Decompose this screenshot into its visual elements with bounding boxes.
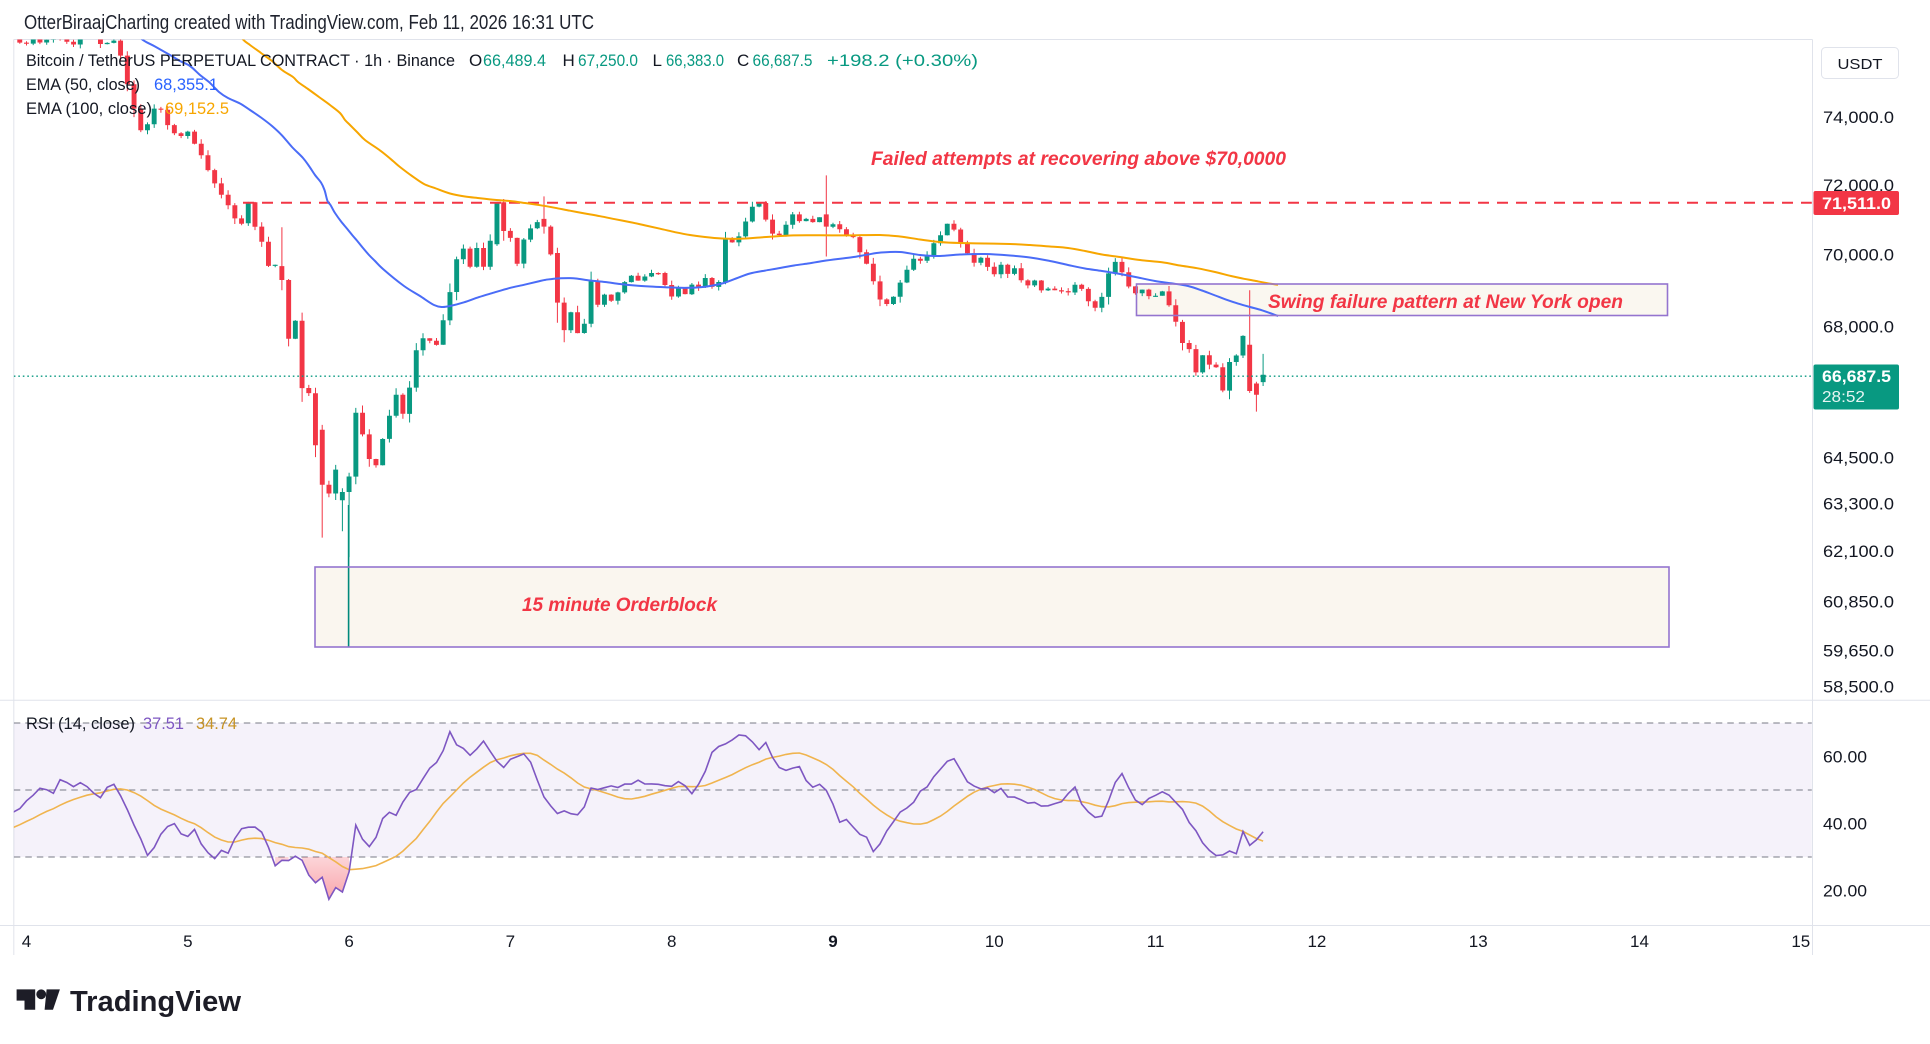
svg-text:60.00: 60.00	[1823, 748, 1867, 767]
svg-text:62,100.0: 62,100.0	[1823, 542, 1894, 561]
svg-text:11: 11	[1147, 932, 1165, 951]
svg-text:74,000.0: 74,000.0	[1823, 108, 1894, 127]
svg-text:64,500.0: 64,500.0	[1823, 448, 1894, 467]
svg-text:69,152.5: 69,152.5	[165, 99, 229, 118]
svg-text:63,300.0: 63,300.0	[1823, 495, 1894, 514]
svg-text:7: 7	[506, 932, 515, 951]
svg-text:37.51: 37.51	[143, 714, 184, 733]
svg-text:66,687.5: 66,687.5	[1822, 367, 1891, 386]
svg-text:14: 14	[1630, 932, 1649, 951]
svg-text:68,000.0: 68,000.0	[1823, 318, 1894, 337]
svg-text:58,500.0: 58,500.0	[1823, 678, 1894, 697]
svg-text:8: 8	[667, 932, 676, 951]
svg-text:72,000.0: 72,000.0	[1823, 176, 1894, 195]
svg-text:70,000.0: 70,000.0	[1823, 246, 1894, 265]
svg-text:RSI (14, close): RSI (14, close)	[26, 714, 135, 733]
svg-text:6: 6	[344, 932, 353, 951]
svg-text:10: 10	[985, 932, 1004, 951]
svg-text:9: 9	[828, 932, 837, 951]
svg-text:20.00: 20.00	[1823, 882, 1867, 901]
svg-text:13: 13	[1469, 932, 1488, 951]
svg-text:Bitcoin / TetherUS PERPETUAL C: Bitcoin / TetherUS PERPETUAL CONTRACT · …	[26, 51, 455, 70]
svg-text:USDT: USDT	[1838, 56, 1883, 73]
svg-text:OtterBiraajCharting created wi: OtterBiraajCharting created with Trading…	[24, 12, 594, 34]
svg-text:12: 12	[1307, 932, 1326, 951]
svg-text:34.74: 34.74	[196, 714, 237, 733]
svg-text:40.00: 40.00	[1823, 815, 1867, 834]
svg-text:4: 4	[22, 932, 31, 951]
svg-text:15: 15	[1791, 932, 1810, 951]
svg-text:15 minute Orderblock: 15 minute Orderblock	[522, 595, 718, 616]
svg-text:TradingView: TradingView	[70, 986, 241, 1018]
svg-text:Swing failure pattern at New Y: Swing failure pattern at New York open	[1268, 292, 1623, 313]
svg-text:28:52: 28:52	[1822, 389, 1865, 406]
svg-text:5: 5	[183, 932, 192, 951]
svg-text:59,650.0: 59,650.0	[1823, 642, 1894, 661]
svg-text:60,850.0: 60,850.0	[1823, 592, 1894, 611]
svg-text:Failed attempts at recovering: Failed attempts at recovering above $70,…	[871, 149, 1286, 170]
svg-text:EMA (100, close): EMA (100, close)	[26, 99, 152, 118]
svg-text:71,511.0: 71,511.0	[1822, 194, 1891, 213]
svg-text:EMA (50, close): EMA (50, close)	[26, 75, 140, 94]
svg-text:68,355.1: 68,355.1	[154, 75, 218, 94]
